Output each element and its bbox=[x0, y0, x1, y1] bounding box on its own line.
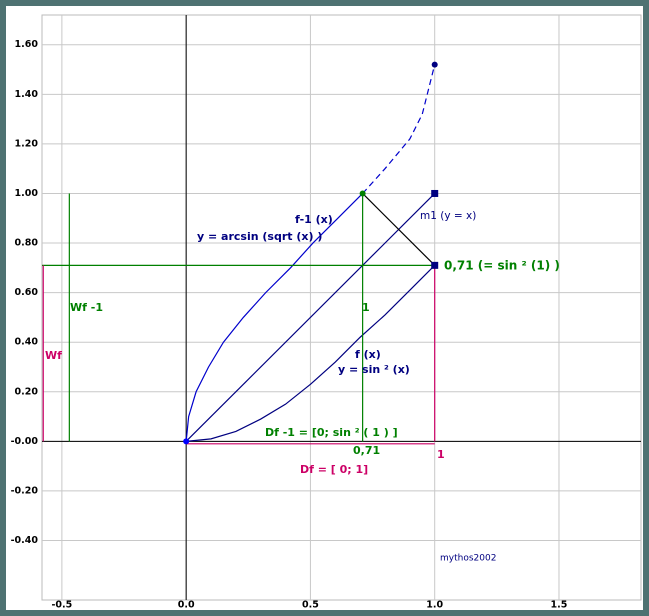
annotation: 0,71 (= sin ² (1) ) bbox=[444, 259, 560, 273]
curve bbox=[185, 193, 436, 442]
x-tick-label: -0.5 bbox=[51, 600, 72, 611]
annotation: Df = [ 0; 1] bbox=[300, 463, 368, 476]
annotation: Wf bbox=[45, 349, 62, 362]
y-tick-label: -0.20 bbox=[11, 485, 39, 496]
plot-content bbox=[42, 64, 436, 445]
curve bbox=[185, 193, 364, 442]
annotation: f-1 (x) bbox=[295, 213, 333, 226]
annotation: mythos2002 bbox=[440, 554, 496, 564]
y-tick-label: 1.20 bbox=[15, 138, 39, 149]
plot-border bbox=[41, 14, 642, 601]
y-tick-label: 0.20 bbox=[15, 386, 39, 397]
annotation: 1 bbox=[362, 301, 370, 314]
x-tick-label: 1.0 bbox=[426, 600, 443, 611]
point-marker bbox=[431, 189, 439, 197]
annotation: Wf -1 bbox=[70, 301, 103, 314]
chart: 1.60 1.40 1.20 1.00 0.80 0.60 0.40 0.20 -0.00 -0.… bbox=[6, 6, 643, 610]
curve bbox=[186, 264, 436, 442]
y-tick-label: 1.60 bbox=[15, 39, 39, 50]
y-tick-label: -0.00 bbox=[11, 436, 39, 447]
x-tick-label: 0.5 bbox=[302, 600, 319, 611]
annotation: 0,71 bbox=[353, 444, 380, 457]
y-tick-label: 0.40 bbox=[15, 337, 39, 348]
annotation: y = sin ² (x) bbox=[338, 363, 410, 376]
y-tick-label: 1.00 bbox=[15, 188, 39, 199]
point-marker bbox=[431, 261, 439, 269]
annotation: m1 (y = x) bbox=[420, 210, 476, 222]
point-marker bbox=[431, 61, 438, 68]
x-tick-label: 1.5 bbox=[551, 600, 568, 611]
point-marker bbox=[183, 438, 190, 445]
annotation: f (x) bbox=[355, 348, 381, 361]
annotation: 1 bbox=[437, 448, 445, 461]
y-tick-label: 1.40 bbox=[15, 89, 39, 100]
y-tick-label: 0.80 bbox=[15, 238, 39, 249]
point-marker bbox=[359, 190, 366, 197]
annotation: Df -1 = [0; sin ² ( 1 ) ] bbox=[265, 426, 398, 439]
y-tick-label: -0.40 bbox=[11, 535, 39, 546]
curve bbox=[362, 193, 436, 266]
curve bbox=[362, 64, 436, 194]
annotation: y = arcsin (sqrt (x) ) bbox=[197, 230, 322, 243]
y-tick-label: 0.60 bbox=[15, 287, 39, 298]
x-tick-label: 0.0 bbox=[178, 600, 195, 611]
